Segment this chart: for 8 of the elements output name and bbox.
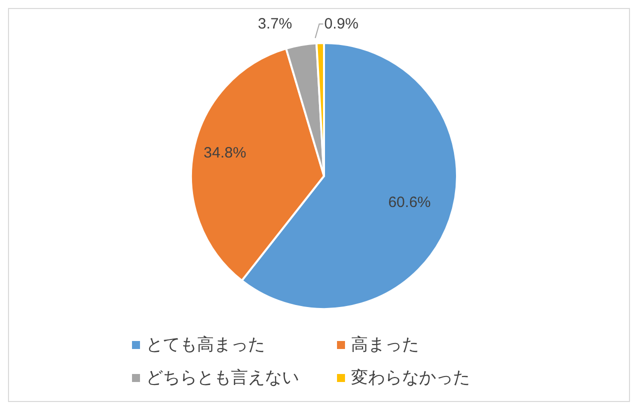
data-label: 34.8% [204, 144, 246, 162]
legend-label: 高まった [351, 334, 419, 356]
legend-label: 変わらなかった [351, 367, 470, 389]
data-label: 3.7% [258, 16, 292, 32]
legend-label: とても高まった [146, 334, 265, 356]
data-label: 0.9% [324, 16, 358, 32]
data-label: 60.6% [388, 194, 431, 211]
legend-label: どちらとも言えない [146, 367, 299, 389]
